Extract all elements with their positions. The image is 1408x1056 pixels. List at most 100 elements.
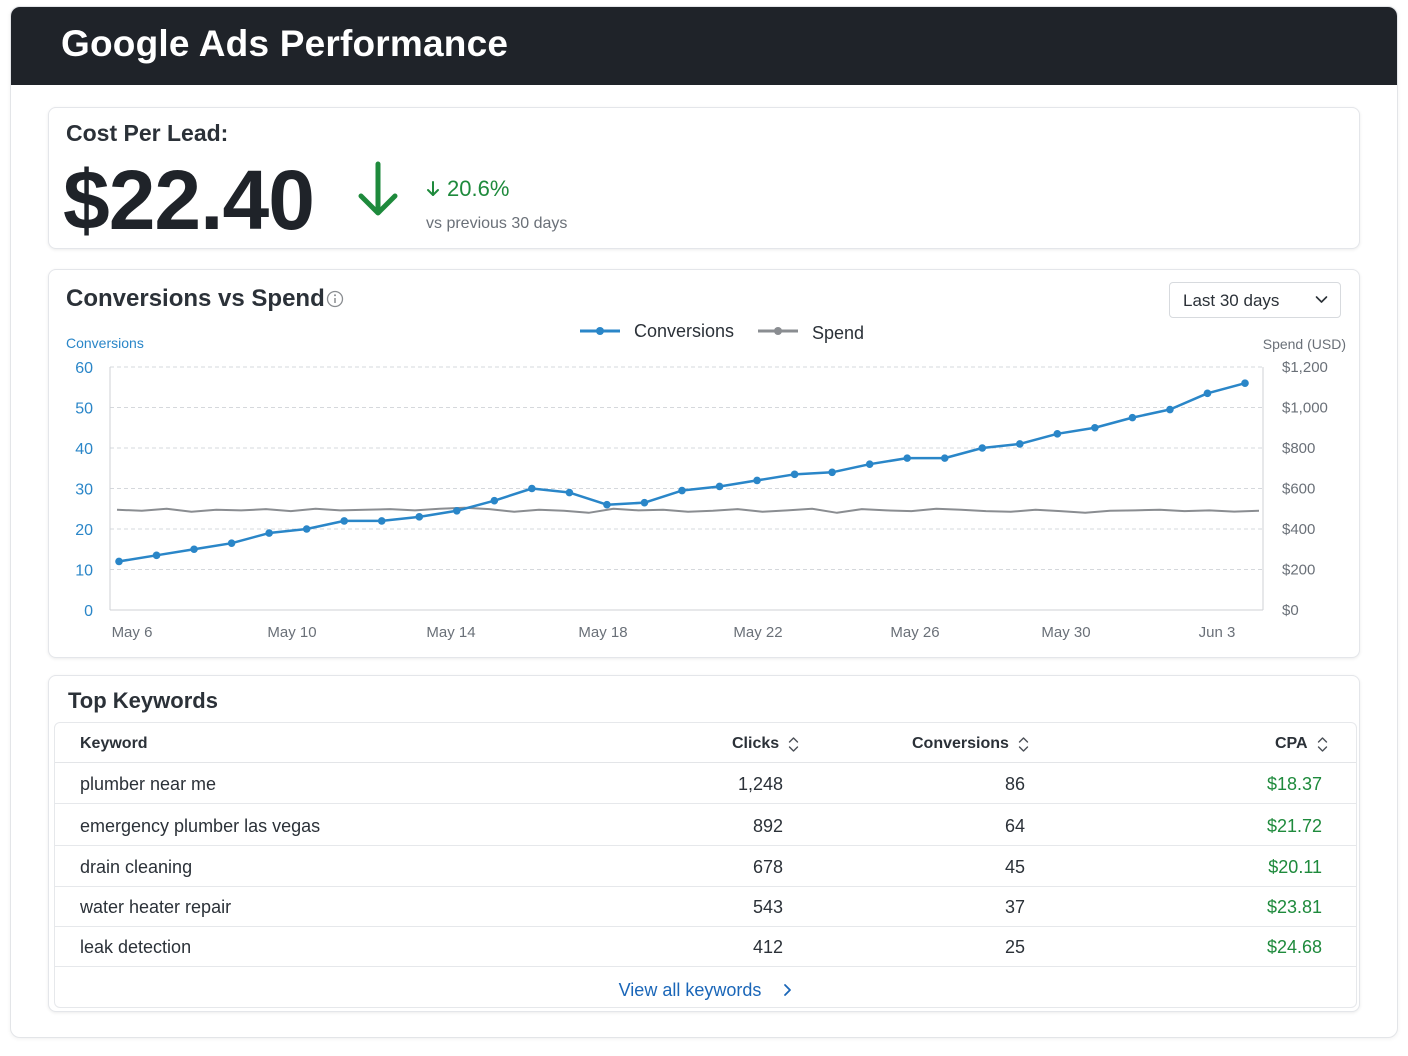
- right-axis-tick: $1,200: [1282, 359, 1328, 376]
- x-axis-tick: May 26: [890, 624, 939, 641]
- cpa-cell: $24.68: [1266, 937, 1322, 957]
- keywords-table: Keyword Clicks Conversions CPA: [54, 722, 1357, 1008]
- cpa-cell: $23.81: [1266, 897, 1322, 917]
- x-axis-tick: May 30: [1041, 624, 1090, 641]
- kpi-change: 20.6%: [425, 176, 509, 202]
- table-title: Top Keywords: [68, 688, 218, 713]
- conversions-point: [1166, 405, 1174, 414]
- sort-updown-icon: [1317, 736, 1327, 752]
- kpi-value: $22.40: [63, 153, 315, 247]
- column-label: Conversions: [912, 735, 1009, 752]
- cost-per-lead-card: Cost Per Lead: $22.40 20.6% vs previous …: [48, 107, 1360, 249]
- keyword-cell: emergency plumber las vegas: [80, 816, 321, 836]
- info-circle-icon[interactable]: [326, 290, 344, 308]
- kpi-change-value: 20.6%: [447, 176, 510, 201]
- x-axis-tick: May 22: [733, 624, 782, 641]
- legend-conversions-marker: [596, 327, 604, 335]
- conversions-point: [453, 506, 461, 515]
- kpi-label: Cost Per Lead:: [66, 120, 229, 146]
- conversions-vs-spend-card: 0 10 20 30 40 50 60 $0 $200 $400 $600 $800 $1,000 $1,…: [48, 269, 1360, 658]
- conversions-point: [903, 454, 911, 462]
- clicks-cell: 1,248: [737, 774, 783, 794]
- x-axis-tick: Jun 3: [1199, 624, 1236, 641]
- x-axis-tick: May 10: [267, 624, 316, 641]
- x-axis-tick: May 6: [112, 624, 153, 641]
- right-axis-tick: $800: [1282, 440, 1315, 457]
- table-row[interactable]: leak detection 412 25 $24.68: [55, 927, 1356, 967]
- column-header-keyword: Keyword: [80, 735, 148, 753]
- keyword-cell: plumber near me: [80, 774, 217, 794]
- keyword-cell: water heater repair: [80, 897, 232, 917]
- legend-spend-label: Spend: [812, 323, 864, 343]
- table-row[interactable]: drain cleaning 678 45 $20.11: [55, 847, 1356, 887]
- conversions-point: [940, 454, 949, 462]
- conversions-point: [152, 551, 161, 560]
- conversions-point: [640, 498, 649, 507]
- conversions-point: [1016, 440, 1024, 448]
- spend-line: [116, 506, 1260, 514]
- view-all-label: View all keywords: [618, 979, 762, 1000]
- left-axis-tick: 0: [84, 603, 93, 620]
- clicks-cell: 892: [752, 816, 783, 836]
- right-axis-tick: $600: [1282, 481, 1315, 498]
- conversions-point: [603, 500, 611, 509]
- clicks-cell: 678: [752, 857, 783, 877]
- clicks-cell: 412: [752, 937, 783, 957]
- left-axis-label: Conversions: [66, 335, 144, 351]
- right-axis-label: Spend (USD): [1263, 336, 1346, 352]
- conversions-point: [227, 539, 236, 547]
- cpa-cell: $18.37: [1266, 774, 1322, 794]
- keyword-cell: leak detection: [80, 937, 192, 957]
- right-axis-tick: $0: [1282, 602, 1299, 619]
- date-range-select[interactable]: Last 30 days: [1169, 282, 1341, 318]
- conversions-point: [828, 468, 836, 477]
- left-axis-tick: 40: [75, 441, 93, 458]
- legend-spend-marker: [774, 327, 782, 335]
- column-header-cpa[interactable]: CPA: [1275, 735, 1328, 753]
- column-header-conversions[interactable]: Conversions: [912, 735, 1029, 753]
- conversions-point: [190, 545, 198, 554]
- left-axis-tick: 10: [75, 563, 93, 580]
- conversions-point: [528, 484, 536, 493]
- conversions-cell: 86: [1004, 774, 1025, 794]
- conversions-point: [1053, 430, 1062, 438]
- app-header: Google Ads Performance: [11, 7, 1397, 85]
- conversions-point: [715, 482, 724, 491]
- conversions-point: [1091, 423, 1099, 432]
- left-axis-tick: 50: [75, 401, 93, 418]
- conversions-point: [790, 470, 799, 479]
- conversions-point: [1128, 413, 1137, 422]
- chevron-down-icon: [1315, 296, 1328, 303]
- table-header: Keyword Clicks Conversions CPA: [55, 723, 1356, 763]
- chart-title: Conversions vs Spend: [66, 285, 325, 312]
- column-label: Keyword: [80, 735, 148, 752]
- conversions-point: [377, 517, 386, 525]
- table-row[interactable]: water heater repair 543 37 $23.81: [55, 887, 1356, 927]
- conversions-point: [678, 486, 686, 495]
- table-row[interactable]: plumber near me 1,248 86 $18.37: [55, 764, 1356, 804]
- conversions-point: [1241, 379, 1249, 387]
- column-header-clicks[interactable]: Clicks: [732, 735, 799, 753]
- x-axis-tick: May 14: [426, 624, 475, 641]
- view-all-keywords-link[interactable]: View all keywords: [55, 973, 1356, 1007]
- date-range-value: Last 30 days: [1183, 291, 1280, 310]
- arrow-down-icon: [358, 161, 398, 216]
- conversions-cell: 45: [1004, 857, 1025, 877]
- conversions-point: [115, 557, 123, 566]
- conversions-cell: 64: [1004, 816, 1025, 836]
- conversions-point: [865, 460, 874, 468]
- legend-conversions-label: Conversions: [634, 321, 734, 341]
- right-axis-tick: $200: [1282, 562, 1315, 579]
- conversions-spend-chart: 0 10 20 30 40 50 60 $0 $200 $400 $600 $800 $1,000 $1,…: [66, 321, 1346, 641]
- sort-updown-icon: [788, 736, 799, 752]
- top-keywords-card: Top Keywords Keyword Clicks Conversions: [48, 675, 1360, 1012]
- x-axis-tick: May 18: [578, 624, 627, 641]
- page-title: Google Ads Performance: [61, 23, 509, 64]
- right-axis-tick: $400: [1282, 521, 1315, 538]
- table-row[interactable]: emergency plumber las vegas 892 64 $21.7…: [55, 806, 1356, 846]
- conversions-point: [1203, 389, 1212, 398]
- keyword-cell: drain cleaning: [80, 857, 193, 877]
- column-label: Clicks: [732, 735, 780, 752]
- conversions-line: [118, 381, 1246, 563]
- left-axis-tick: 30: [75, 482, 93, 499]
